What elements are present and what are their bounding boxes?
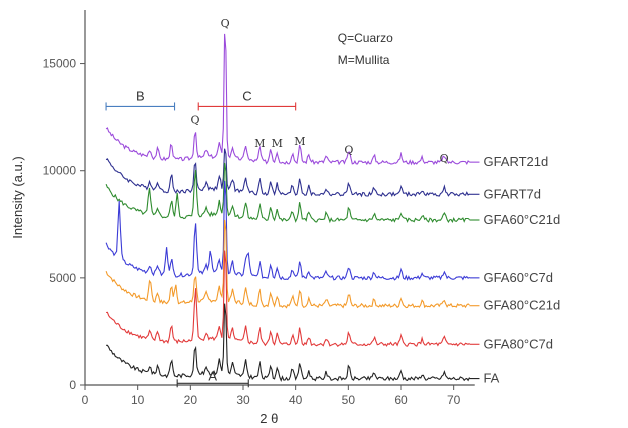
range-label: B bbox=[136, 88, 145, 103]
series-line bbox=[105, 148, 470, 198]
series-line bbox=[106, 303, 470, 382]
series-label: GFA60°C21d bbox=[483, 212, 560, 227]
series-line bbox=[105, 33, 470, 166]
series-line bbox=[105, 162, 470, 224]
peak-label: M bbox=[294, 135, 305, 148]
x-tick-label: 50 bbox=[342, 393, 356, 407]
x-tick-label: 60 bbox=[394, 393, 408, 407]
y-tick-label: 15000 bbox=[43, 57, 77, 71]
series-line bbox=[105, 180, 470, 281]
peak-label: Q bbox=[221, 17, 230, 30]
range-label: A bbox=[208, 368, 217, 383]
series-label: FA bbox=[483, 371, 499, 386]
axes-group: 0 10 20 30 40 50 60 70 0 5000 10000 15000 2 θ Intensi… bbox=[10, 10, 475, 426]
peak-label: Q bbox=[440, 152, 449, 165]
series-layer: GFART21d GFART7d GFA60°C21d GFA60°C7d GFA80°… bbox=[105, 33, 560, 386]
series-label: GFA80°C21d bbox=[483, 298, 560, 313]
series-line bbox=[106, 250, 470, 347]
x-tick-label: 20 bbox=[184, 393, 198, 407]
x-axis-title: 2 θ bbox=[260, 411, 278, 426]
x-tick-label: 40 bbox=[289, 393, 303, 407]
series-label: GFART21d bbox=[483, 154, 548, 169]
peak-label: M bbox=[254, 137, 265, 150]
series-label: GFA60°C7d bbox=[483, 270, 553, 285]
x-tick-label: 0 bbox=[82, 393, 89, 407]
x-tick-label: 30 bbox=[236, 393, 250, 407]
peak-label: Q bbox=[191, 114, 200, 127]
peak-label: M bbox=[272, 137, 283, 150]
y-tick-label: 0 bbox=[69, 378, 76, 392]
y-tick-label: 5000 bbox=[49, 271, 76, 285]
y-axis-title: Intensity (a.u.) bbox=[10, 156, 25, 238]
peak-label: Q bbox=[344, 144, 353, 157]
legend-note: Q=Cuarzo bbox=[338, 31, 393, 45]
series-label: GFART7d bbox=[483, 186, 541, 201]
x-tick-label: 10 bbox=[131, 393, 145, 407]
y-tick-label: 10000 bbox=[43, 164, 77, 178]
range-label: C bbox=[242, 88, 251, 103]
x-tick-label: 70 bbox=[447, 393, 461, 407]
series-line bbox=[105, 219, 470, 309]
series-label: GFA80°C7d bbox=[483, 336, 553, 351]
legend-note: M=Mullita bbox=[338, 53, 390, 67]
